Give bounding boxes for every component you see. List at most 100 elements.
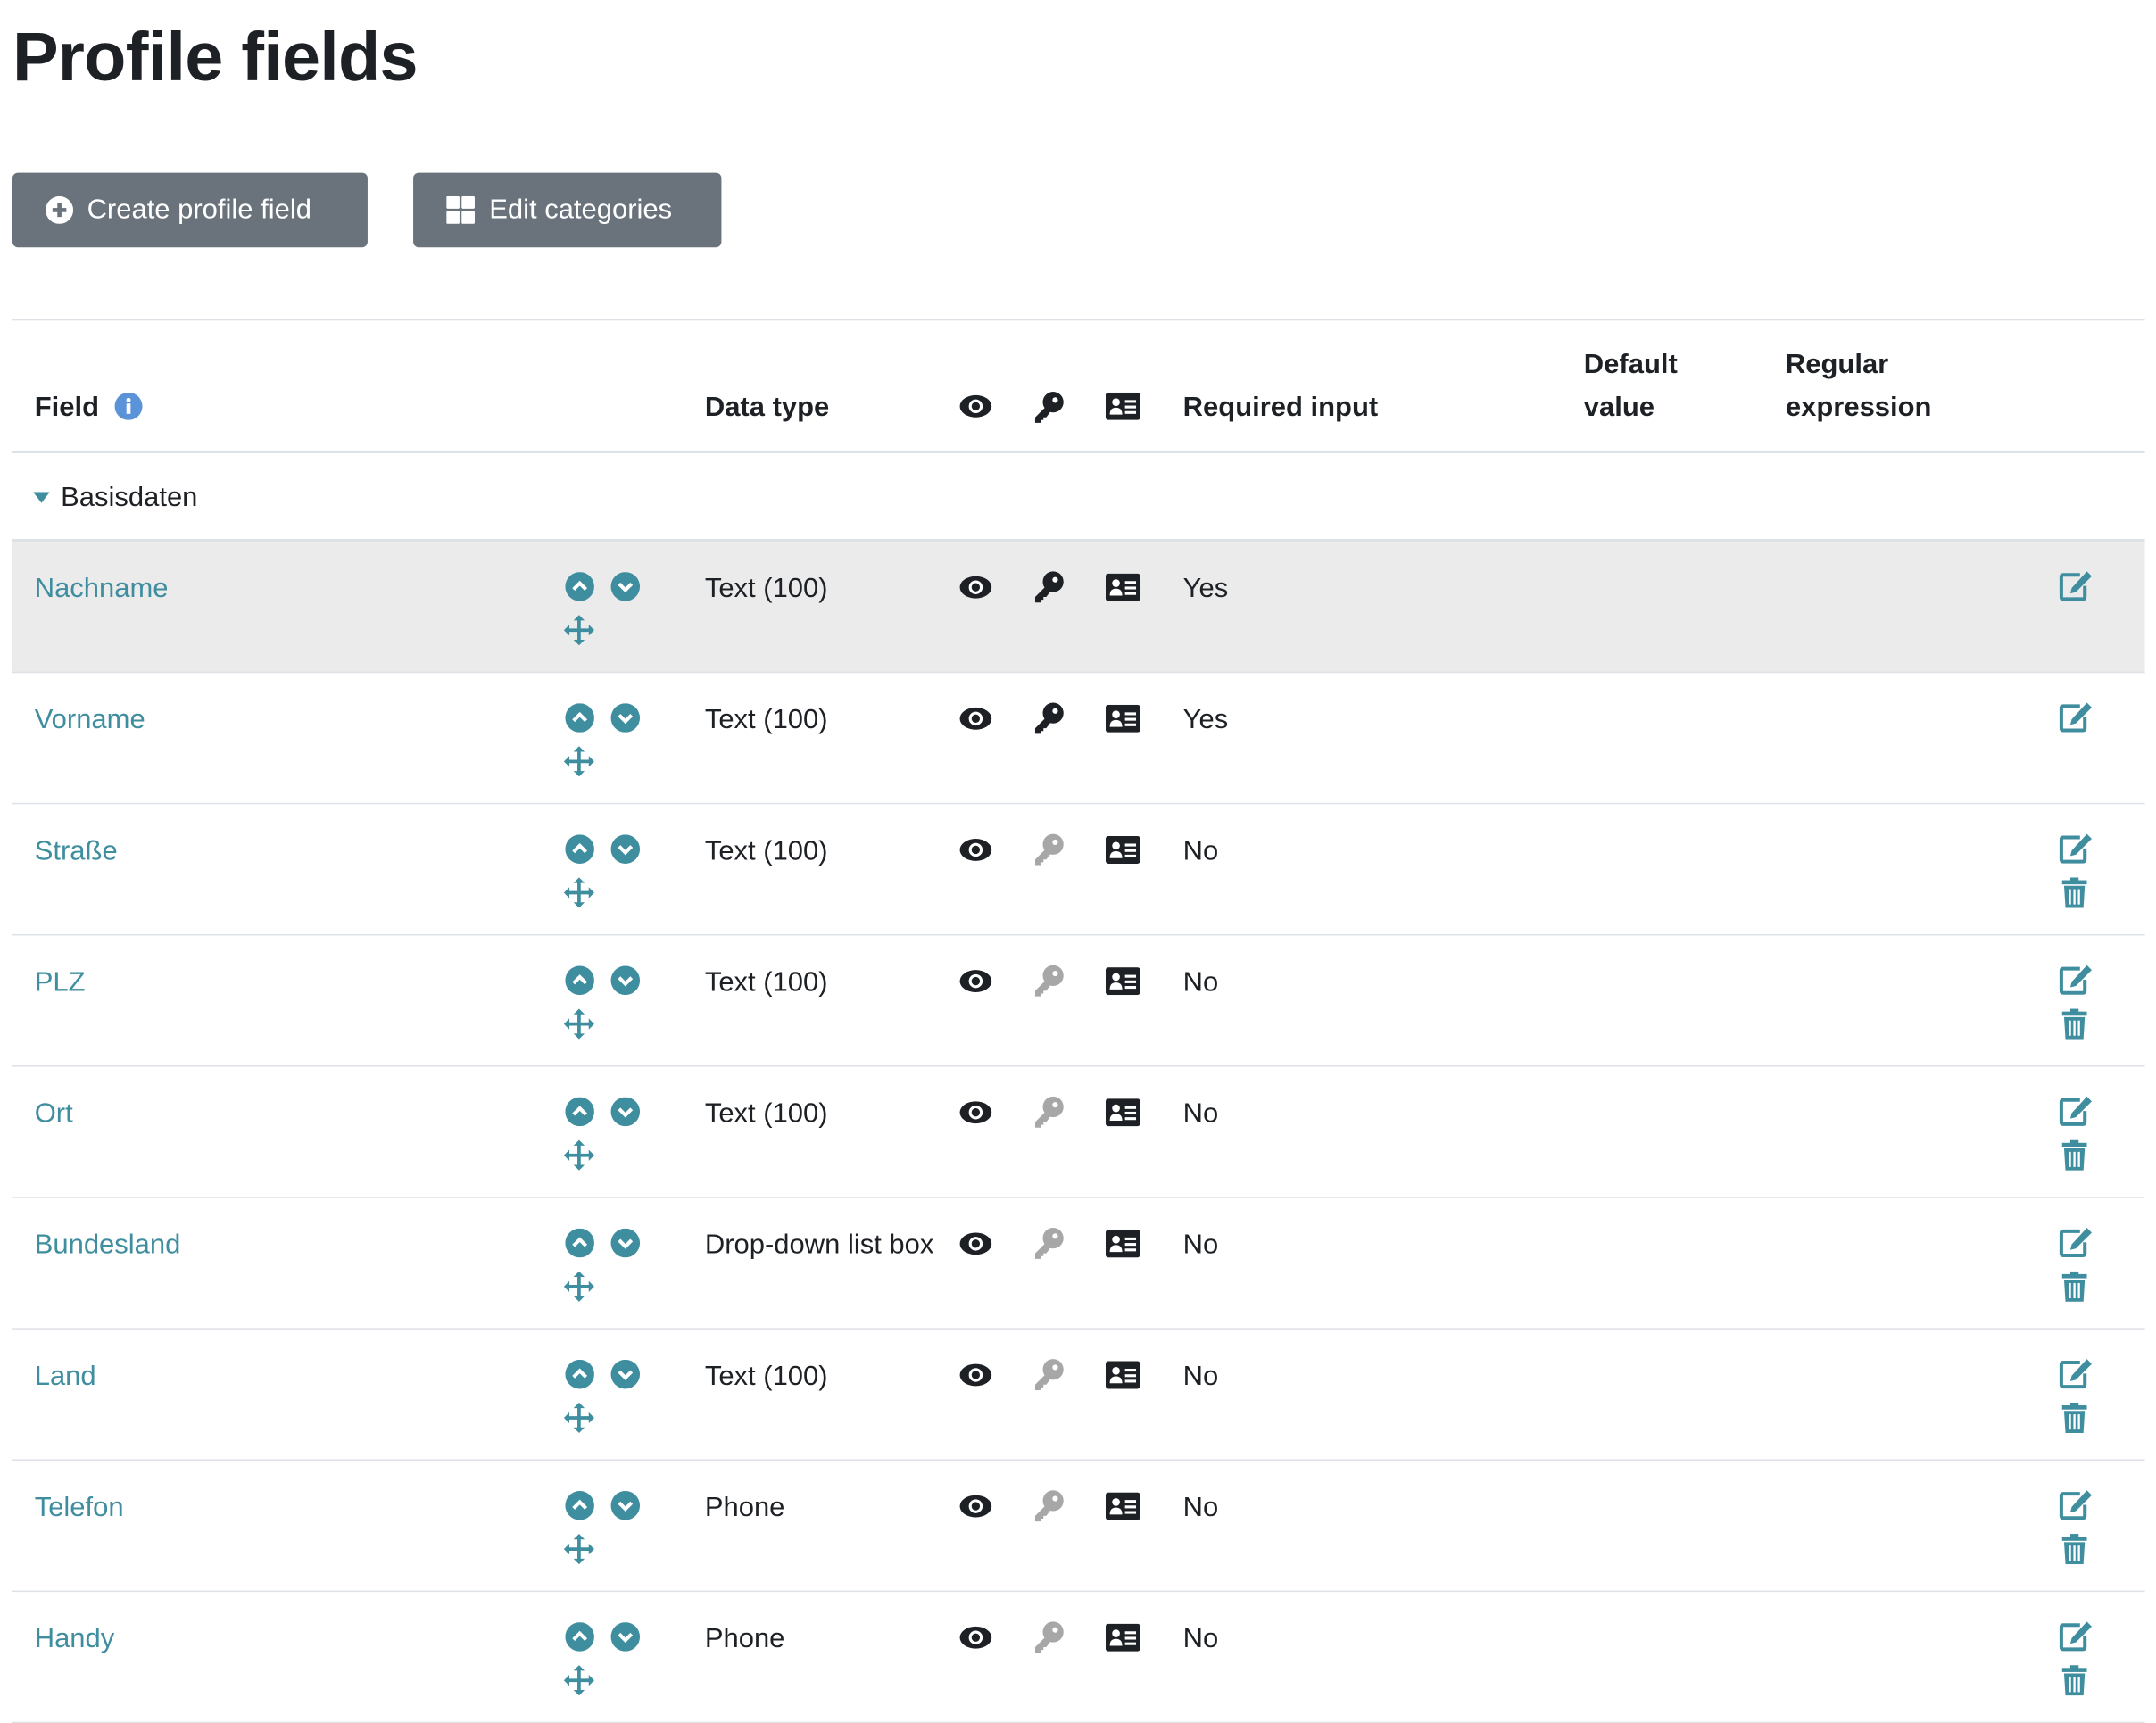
move-up-icon[interactable] (565, 1491, 594, 1527)
eye-icon (959, 1231, 992, 1263)
delete-icon[interactable] (2061, 1271, 2087, 1309)
field-name-link[interactable]: Bundesland (34, 1230, 181, 1261)
field-name-link[interactable]: PLZ (34, 967, 86, 998)
id-card-icon (1105, 1623, 1140, 1659)
required-value: No (1182, 1230, 1219, 1261)
move-up-icon[interactable] (565, 572, 594, 608)
edit-icon[interactable] (2059, 702, 2093, 740)
eye-icon (959, 575, 992, 607)
field-name-link[interactable]: Vorname (34, 704, 145, 735)
table-row: Vorname Text (100) Yes (12, 673, 2145, 805)
field-name-link[interactable]: Ort (34, 1098, 73, 1130)
move-up-icon[interactable] (565, 1359, 594, 1396)
delete-icon[interactable] (2061, 1534, 2087, 1571)
move-up-icon[interactable] (565, 834, 594, 870)
move-down-icon[interactable] (610, 1097, 641, 1133)
drag-move-icon[interactable] (563, 1139, 594, 1178)
header-regex-line1: Regular (1785, 349, 1889, 380)
id-card-icon (1105, 1098, 1140, 1127)
delete-icon[interactable] (2061, 1139, 2087, 1178)
id-card-icon (1105, 392, 1140, 420)
drag-move-icon[interactable] (563, 1402, 594, 1440)
caret-down-icon (33, 492, 50, 503)
data-type: Text (100) (704, 1098, 828, 1130)
required-value: Yes (1182, 573, 1229, 604)
key-icon (1033, 1621, 1064, 1661)
drag-move-icon[interactable] (563, 877, 594, 915)
header-field: Field (34, 392, 99, 423)
id-card-icon (1105, 967, 1140, 996)
move-down-icon[interactable] (610, 1228, 641, 1264)
delete-icon[interactable] (2061, 877, 2087, 915)
create-profile-field-button[interactable]: Create profile field (12, 172, 368, 248)
header-data-type: Data type (704, 392, 830, 423)
edit-icon[interactable] (2059, 1096, 2093, 1133)
drag-move-icon[interactable] (563, 746, 594, 783)
eye-icon (959, 394, 992, 418)
eye-icon (959, 838, 992, 870)
move-down-icon[interactable] (610, 965, 641, 1002)
field-name-link[interactable]: Land (34, 1361, 96, 1392)
drag-move-icon[interactable] (563, 1008, 594, 1047)
move-up-icon[interactable] (565, 965, 594, 1002)
move-down-icon[interactable] (610, 572, 641, 608)
move-up-icon[interactable] (565, 703, 594, 739)
drag-move-icon[interactable] (563, 615, 594, 652)
move-down-icon[interactable] (610, 1359, 641, 1396)
field-name-link[interactable]: Handy (34, 1623, 115, 1654)
move-up-icon[interactable] (565, 1228, 594, 1264)
edit-categories-label: Edit categories (489, 194, 673, 225)
id-card-icon (1105, 1623, 1140, 1652)
edit-icon[interactable] (2059, 965, 2093, 1002)
header-required-input: Required input (1182, 392, 1379, 423)
header-divider (12, 450, 2145, 453)
eye-icon (959, 1495, 992, 1518)
drag-move-icon[interactable] (563, 1271, 594, 1309)
move-down-icon[interactable] (610, 1622, 641, 1658)
id-card-icon (1105, 573, 1140, 609)
move-up-icon[interactable] (565, 1622, 594, 1658)
drag-move-icon[interactable] (563, 1534, 594, 1571)
move-down-icon[interactable] (610, 1491, 641, 1527)
field-name-link[interactable]: Nachname (34, 573, 169, 604)
drag-move-icon[interactable] (563, 1665, 594, 1702)
category-basisdaten-toggle[interactable]: Basisdaten (33, 476, 197, 518)
data-type: Drop-down list box (704, 1230, 934, 1261)
field-name-link[interactable]: Telefon (34, 1492, 124, 1523)
id-card-icon (1105, 1230, 1140, 1264)
delete-icon[interactable] (2061, 1665, 2087, 1702)
eye-icon (959, 707, 992, 730)
eye-icon (959, 1626, 992, 1649)
data-type: Phone (704, 1623, 785, 1654)
id-card-icon (1105, 1361, 1140, 1396)
table-row: Handy Phone No (12, 1592, 2145, 1723)
edit-icon[interactable] (2059, 1489, 2093, 1527)
move-down-icon[interactable] (610, 834, 641, 870)
id-card-icon (1105, 1098, 1140, 1133)
move-down-icon[interactable] (610, 703, 641, 739)
eye-icon (959, 1363, 992, 1387)
required-value: No (1182, 1361, 1219, 1392)
delete-icon[interactable] (2061, 1008, 2087, 1047)
edit-icon[interactable] (2059, 1358, 2093, 1396)
divider (12, 319, 2145, 321)
id-card-icon (1105, 704, 1140, 733)
page-title: Profile fields (12, 18, 419, 95)
edit-categories-button[interactable]: Edit categories (413, 172, 722, 248)
id-card-icon (1105, 1492, 1140, 1528)
grid-icon (446, 195, 475, 224)
required-value: No (1182, 1098, 1219, 1130)
eye-icon (959, 576, 992, 599)
edit-icon[interactable] (2059, 1227, 2093, 1264)
edit-icon[interactable] (2059, 571, 2093, 609)
table-row: Bundesland Drop-down list box No (12, 1198, 2145, 1330)
move-up-icon[interactable] (565, 1097, 594, 1133)
edit-icon[interactable] (2059, 833, 2093, 871)
delete-icon[interactable] (2061, 1402, 2087, 1440)
info-icon[interactable] (114, 392, 143, 420)
field-name-link[interactable]: Straße (34, 835, 118, 867)
edit-icon[interactable] (2059, 1621, 2093, 1659)
key-icon (1033, 1227, 1064, 1267)
key-icon (1034, 392, 1064, 423)
eye-icon (959, 1232, 992, 1255)
